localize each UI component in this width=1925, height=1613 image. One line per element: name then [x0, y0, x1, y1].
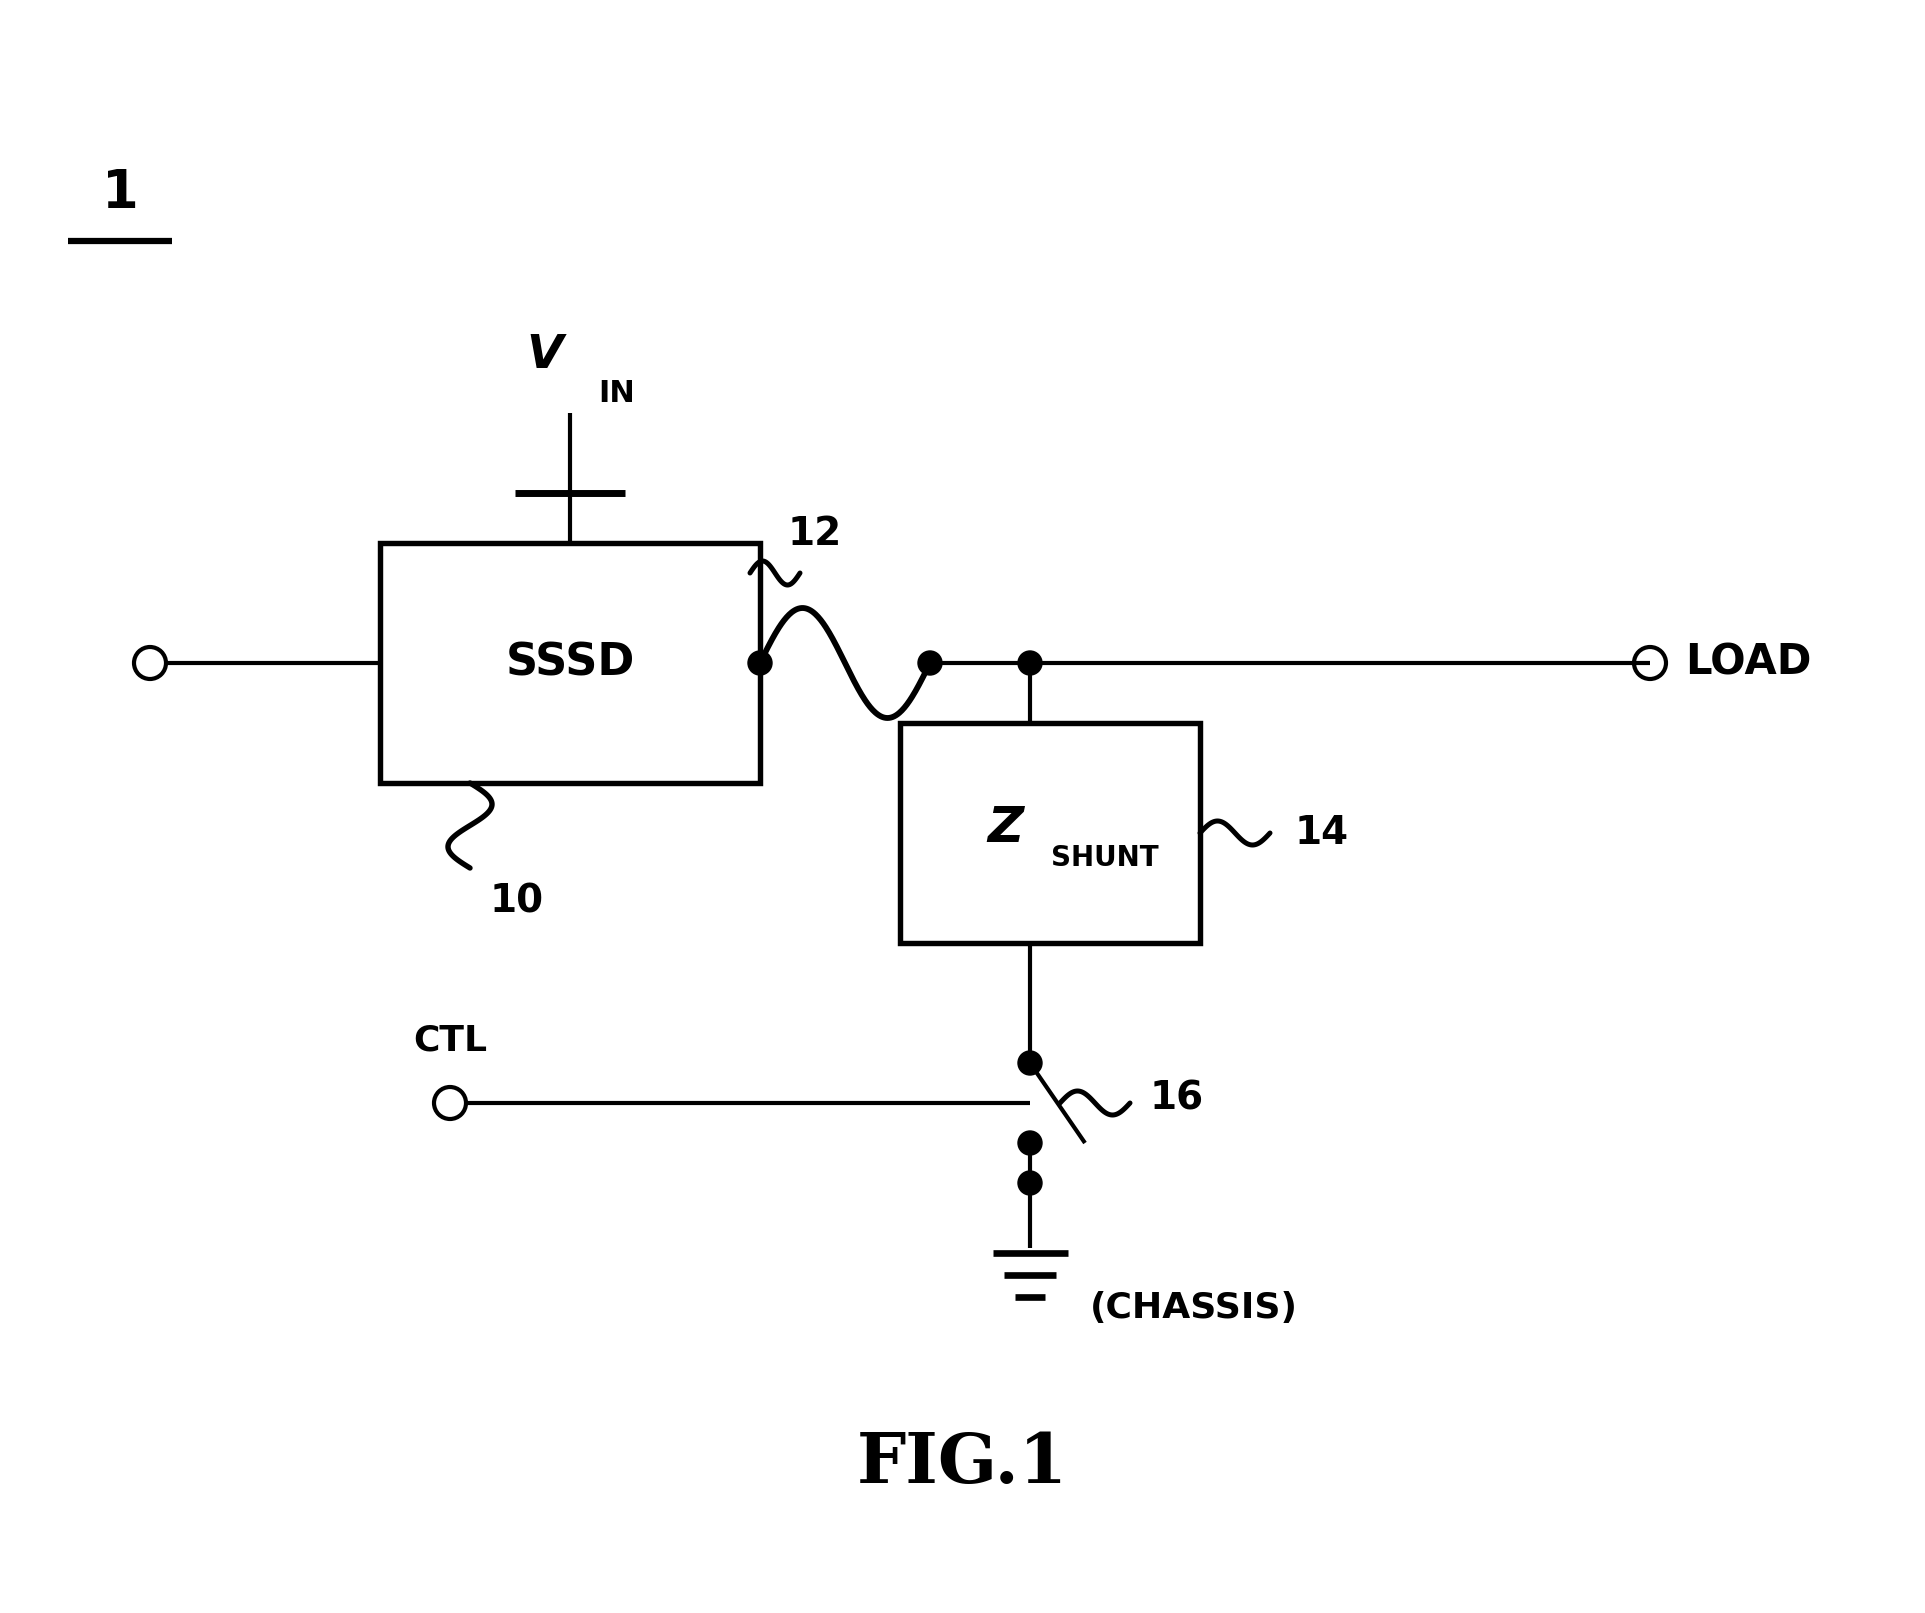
Text: LOAD: LOAD — [1684, 642, 1811, 684]
Circle shape — [918, 652, 941, 674]
Text: IN: IN — [599, 379, 635, 408]
Text: SHUNT: SHUNT — [1051, 844, 1159, 873]
Bar — [379, 544, 760, 782]
Text: V: V — [527, 332, 564, 377]
Text: FIG.1: FIG.1 — [857, 1429, 1068, 1497]
Circle shape — [1018, 1052, 1041, 1074]
Text: (CHASSIS): (CHASSIS) — [1090, 1290, 1297, 1324]
Text: 10: 10 — [491, 882, 545, 921]
Text: CTL: CTL — [414, 1024, 487, 1058]
Circle shape — [749, 652, 772, 674]
Circle shape — [1018, 1131, 1041, 1155]
Text: 12: 12 — [787, 515, 841, 553]
Text: 14: 14 — [1296, 815, 1349, 852]
Circle shape — [1018, 1171, 1041, 1195]
Text: Z: Z — [988, 803, 1022, 852]
Circle shape — [1018, 652, 1041, 674]
Text: 16: 16 — [1149, 1079, 1205, 1116]
Bar — [901, 723, 1199, 944]
Text: SSSD: SSSD — [504, 642, 635, 684]
Text: 1: 1 — [102, 168, 139, 219]
